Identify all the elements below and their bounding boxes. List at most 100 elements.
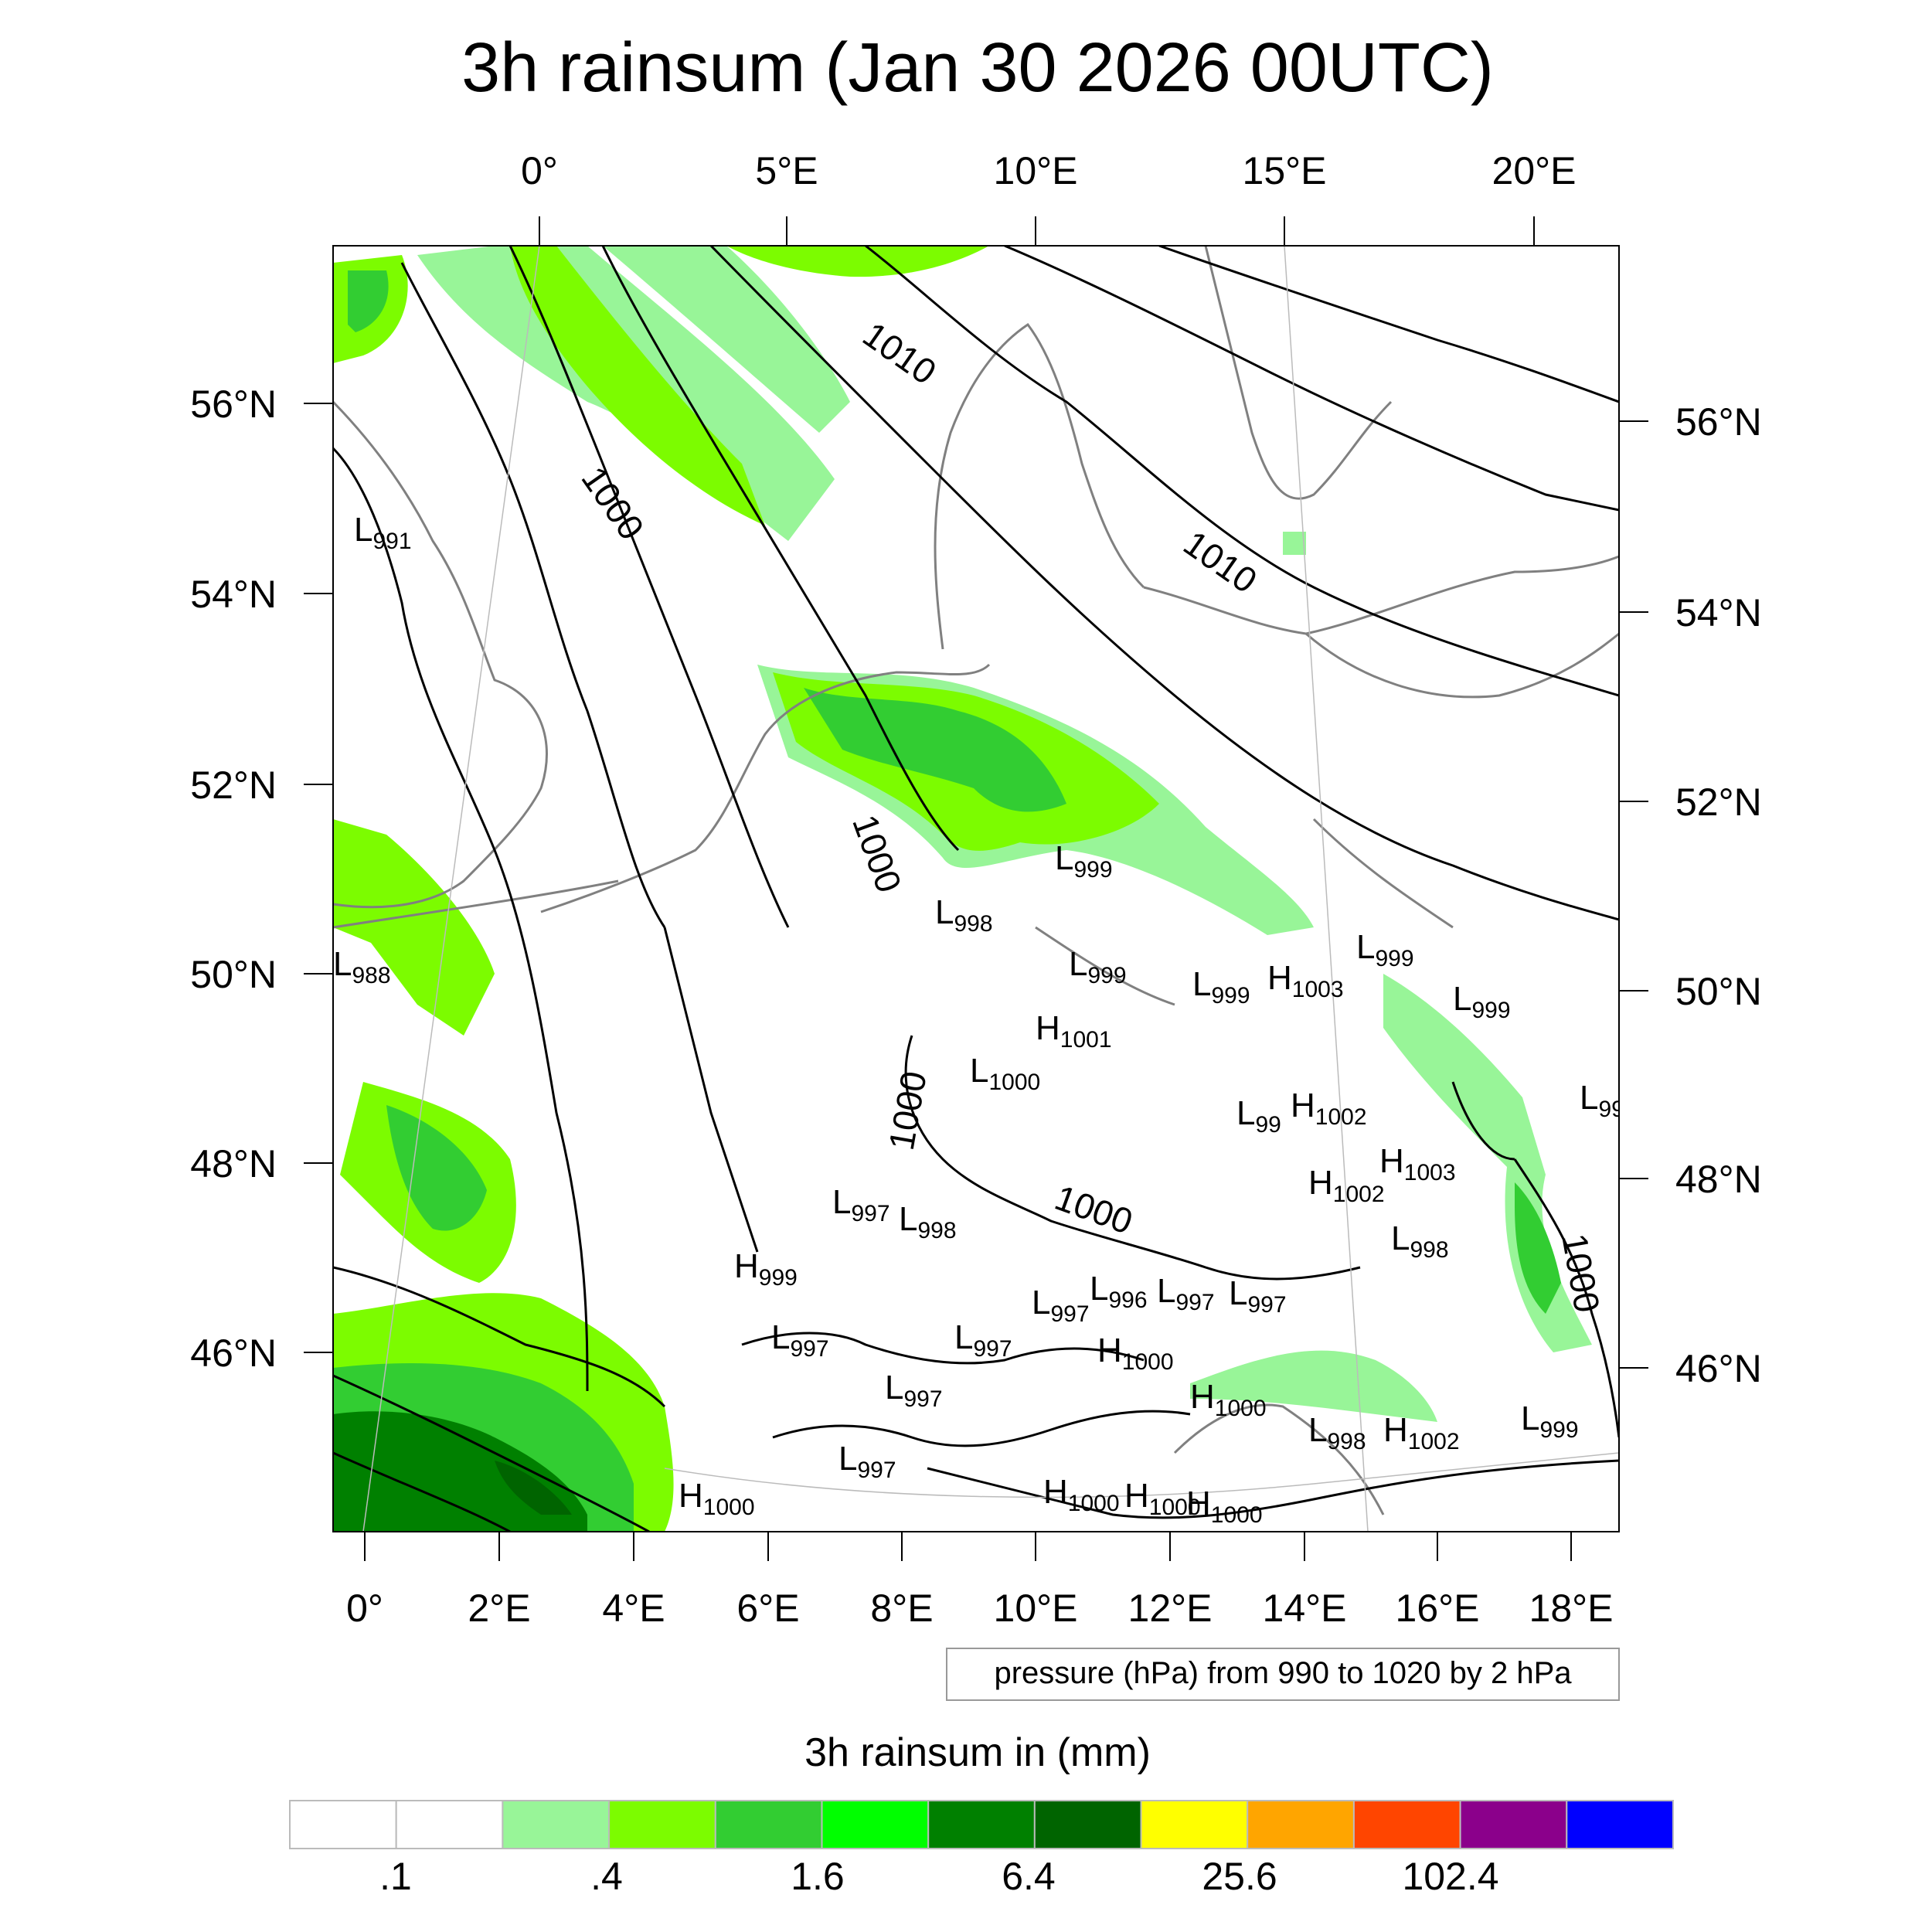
pressure-center: L999 [1356, 928, 1414, 971]
graticule-0 [362, 246, 540, 1532]
tick-label: 12°E [1128, 1587, 1213, 1630]
pressure-center: H1003 [1267, 959, 1344, 1002]
pressure-center: L997 [832, 1183, 890, 1226]
isobar-10 [333, 1374, 650, 1532]
colorbar-swatch [1247, 1800, 1355, 1849]
tick-label: 48°N [190, 1142, 277, 1185]
pressure-info-text: pressure (hPa) from 990 to 1020 by 2 hPa [994, 1656, 1572, 1690]
tick-label: 10°E [994, 149, 1078, 192]
colorbar-swatch [608, 1800, 716, 1849]
graticule-south [664, 1452, 1619, 1498]
rain-southwest-deep [495, 1461, 572, 1515]
tick-label: 52°N [1675, 781, 1762, 824]
right-latitude-axis: 56°N 54°N 52°N 50°N 48°N 46°N [1619, 400, 1762, 1390]
isobar-5 [709, 246, 1619, 921]
coastline-baltic [1143, 555, 1619, 635]
tick-label: 52°N [190, 764, 277, 807]
tick-label: 0° [521, 149, 558, 192]
tick-label: 50°N [1675, 970, 1762, 1013]
tick-label: 46°N [1675, 1347, 1762, 1390]
pressure-center: H1000 [679, 1477, 755, 1520]
pressure-center: L999 [1521, 1400, 1579, 1443]
isobar-3 [509, 246, 790, 928]
isobar-7 [1004, 246, 1619, 512]
coastline-britain [333, 400, 548, 909]
colorbar-swatch [1566, 1800, 1675, 1849]
pressure-center: L998 [935, 893, 993, 937]
pressure-center: H1002 [1308, 1164, 1385, 1207]
isobars [333, 246, 1619, 1532]
tick-label: 10°E [994, 1587, 1078, 1630]
coastline-sweden [1204, 246, 1393, 500]
isobar-14 [1513, 1158, 1619, 1438]
tick-label: 14°E [1263, 1587, 1347, 1630]
pressure-center: L998 [899, 1200, 957, 1243]
colorbar-swatch [1140, 1800, 1249, 1849]
colorbar-swatch [1459, 1800, 1568, 1849]
rain-france-mid-core [386, 1105, 487, 1231]
coastlines [333, 246, 1619, 1515]
colorbar-swatch [1352, 1800, 1461, 1849]
pressure-center: L997 [954, 1318, 1012, 1362]
tick-label: 56°N [1675, 400, 1762, 444]
tick-label: 15°E [1243, 149, 1327, 192]
colorbar-label: 25.6 [1202, 1855, 1277, 1898]
rain-scotland-core [348, 270, 389, 332]
left-latitude-axis: 56°N 54°N 52°N 50°N 48°N 46°N [190, 383, 333, 1375]
tick-label: 0° [346, 1587, 383, 1630]
colorbar [289, 1800, 1675, 1849]
coastline-denmark [934, 322, 1145, 650]
rain-band-north-sea-streak [603, 246, 850, 433]
map-area: 1010 1000 1010 1000 1000 1000 1000 L991 … [333, 246, 1624, 1532]
pressure-center: H1000 [1186, 1485, 1263, 1528]
pressure-center: L99 [1236, 1094, 1281, 1138]
coastline-continent [540, 663, 991, 913]
pressure-center: L999 [1055, 839, 1113, 883]
isobar-16 [741, 1332, 1145, 1365]
colorbar-swatch [714, 1800, 823, 1849]
colorbar-swatch [821, 1800, 930, 1849]
colorbar-label: 1.6 [791, 1855, 845, 1898]
colorbar-label: .1 [379, 1855, 412, 1898]
isobar-17 [772, 1410, 1191, 1447]
pressure-center: H999 [734, 1247, 798, 1291]
coastline-poland [1305, 632, 1619, 699]
isobar-1 [333, 447, 589, 1392]
pressure-info-frame [946, 1648, 1620, 1701]
rain-north-arc [726, 246, 989, 277]
tick-label: 50°N [190, 953, 277, 996]
map-frame [332, 245, 1620, 1532]
colorbar-swatch [502, 1800, 611, 1849]
isobar-15 [927, 1459, 1619, 1519]
pressure-center: L996 [1090, 1270, 1148, 1313]
colorbar-title: 3h rainsum in (mm) [804, 1730, 1151, 1775]
map-title: 3h rainsum (Jan 30 2026 00UTC) [461, 29, 1494, 107]
pressure-center: H1000 [1097, 1332, 1174, 1375]
pressure-center: L991 [354, 511, 412, 554]
pressure-center: H1000 [1124, 1477, 1201, 1520]
pressure-center: L998 [1391, 1219, 1449, 1263]
isobar-11 [333, 1451, 511, 1532]
rain-band-germany-dense [804, 688, 1066, 812]
isobar-18 [1451, 1081, 1515, 1161]
colorbar-label: 6.4 [1002, 1855, 1056, 1898]
pressure-center: H1003 [1379, 1142, 1456, 1185]
isobar-6 [865, 246, 1619, 697]
colorbar-swatch [289, 1800, 397, 1849]
pressure-center: L988 [333, 945, 391, 988]
pressure-info-box: pressure (hPa) from 990 to 1020 by 2 hPa [946, 1648, 1620, 1701]
tick-label: 4°E [602, 1587, 665, 1630]
isobar-2 [400, 262, 666, 928]
tick-label: 8°E [870, 1587, 933, 1630]
tick-label: 20°E [1492, 149, 1577, 192]
rain-field [333, 246, 1592, 1532]
tick-label: 2°E [468, 1587, 530, 1630]
bottom-longitude-axis: 0° 2°E 4°E 6°E 8°E 10°E 12°E 14°E 16°E 1… [346, 1532, 1613, 1630]
isobar-4 [601, 246, 960, 852]
border-lines [333, 818, 1454, 1006]
top-longitude-axis: 0° 5°E 10°E 15°E 20°E [521, 149, 1576, 246]
pressure-center: H1000 [1043, 1473, 1120, 1516]
pressure-center: L99 [1580, 1079, 1624, 1122]
rain-baltic-spot [1283, 532, 1306, 555]
